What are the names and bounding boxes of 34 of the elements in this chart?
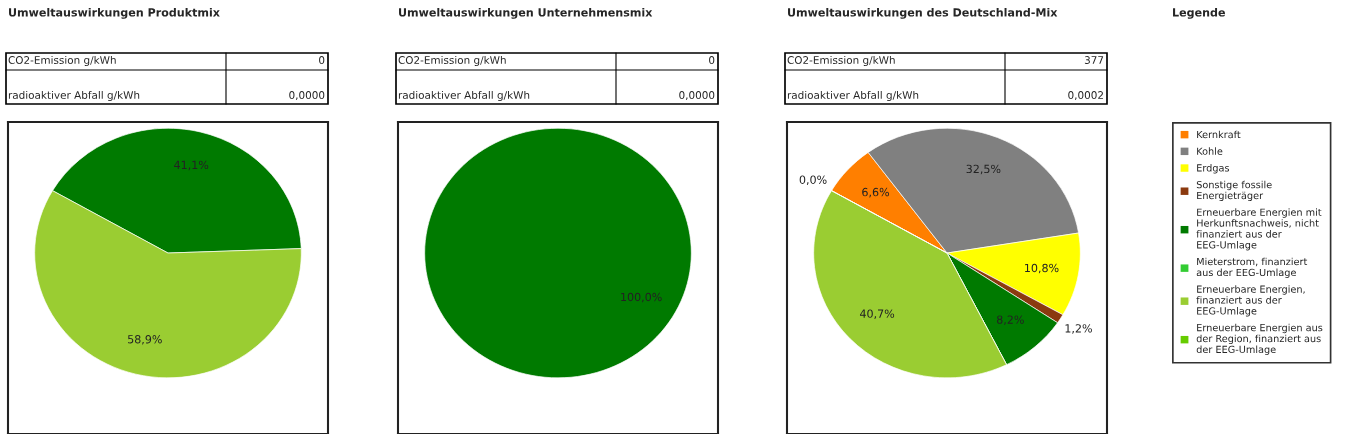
data-label: 1,2% (1065, 324, 1092, 334)
legend-title: Legende (1173, 8, 1225, 19)
chart-title: Umweltauswirkungen Unternehmensmix (399, 8, 653, 19)
legend-label: Erneuerbare Energien mit Herkunftsnachweis, nicht finanziert aus der EEG-Umlage (1196, 208, 1322, 251)
data-label: 58,9% (128, 335, 162, 345)
text: CO2-Emission g/kWh (787, 55, 895, 66)
data-label: 40,7% (859, 309, 895, 319)
text: radioaktiver Abfall g/kWh (398, 90, 530, 101)
text: radioaktiver Abfall g/kWh (8, 90, 140, 101)
legend-label: Erdgas (1197, 164, 1230, 174)
data-label: 32,5% (966, 164, 1001, 175)
data-label: 8,2% (996, 315, 1024, 325)
text: 0,0000 (289, 91, 325, 101)
text: 377 (1084, 56, 1104, 64)
text: CO2-Emission g/kWh (398, 55, 506, 66)
text: 0 (319, 56, 325, 64)
text: 0 (709, 56, 715, 64)
legend-label: Kohle (1197, 147, 1223, 155)
legend-label: Sonstige fossile Energieträger (1196, 180, 1272, 202)
text: radioaktiver Abfall g/kWh (787, 90, 919, 101)
legend-label: Mieterstrom, finanziert aus der EEG-Umlage (1196, 257, 1308, 278)
text: 0,0000 (679, 91, 715, 101)
data-label: 41,1% (174, 160, 209, 171)
legend-label: Kernkraft (1197, 130, 1241, 139)
legend-label: Erneuerbare Energien aus der Region, finanziert aus der EEG-Umlage (1196, 323, 1323, 355)
text: 0,0% (799, 175, 827, 186)
data-label: 6,6% (862, 187, 890, 198)
text: 0,0002 (1068, 91, 1103, 101)
text: CO2-Emission g/kWh (8, 55, 116, 66)
data-label: 10,8% (1025, 263, 1059, 274)
data-label: 100,0% (621, 292, 662, 303)
legend-label: Erneuerbare Energien, finanziert aus der EEG-Umlage (1196, 285, 1305, 317)
chart-title: Umweltauswirkungen des Deutschland-Mix (788, 8, 1058, 19)
chart-title: Umweltauswirkungen Produktmix (9, 8, 220, 19)
